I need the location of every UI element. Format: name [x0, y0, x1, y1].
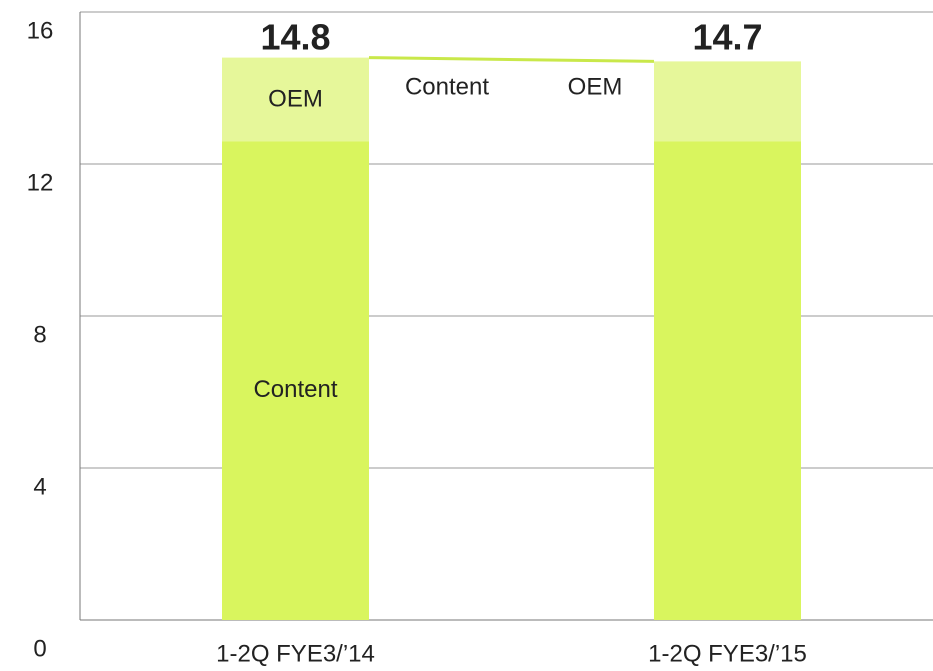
y-tick-label: 8	[33, 321, 46, 348]
y-tick-label: 16	[27, 17, 54, 44]
segment-label: OEM	[268, 85, 323, 112]
legend-label: OEM	[568, 73, 623, 100]
total-label: 14.8	[260, 17, 330, 58]
segment-label: Content	[253, 376, 337, 403]
x-tick-label: 1-2Q FYE3/’14	[216, 640, 375, 667]
bar-segment	[654, 61, 801, 142]
bar-segment	[222, 57, 369, 142]
connector	[368, 56, 655, 63]
bar-segment	[654, 141, 801, 620]
legend-label: Content	[405, 73, 489, 100]
bar-segment	[222, 141, 369, 620]
total-label: 14.7	[692, 17, 762, 58]
x-tick-label: 1-2Q FYE3/’15	[648, 640, 807, 667]
y-tick-label: 4	[33, 473, 46, 500]
y-tick-label: 12	[27, 169, 54, 196]
y-tick-label: 0	[33, 635, 46, 662]
